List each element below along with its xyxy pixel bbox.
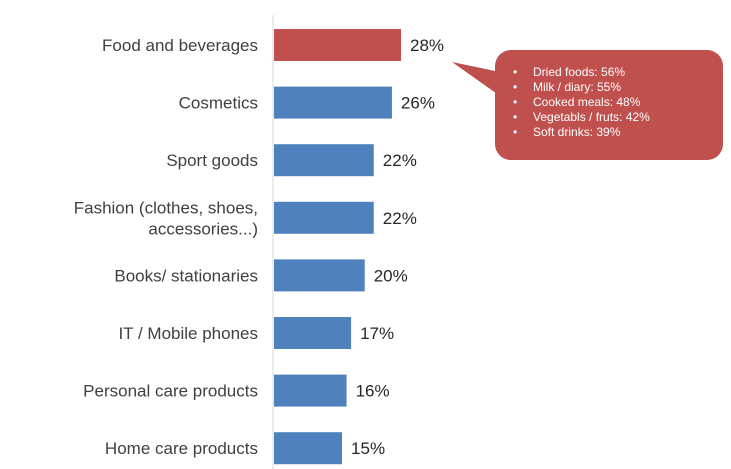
category-label-5: IT / Mobile phones bbox=[118, 324, 258, 343]
callout-item: Milk / diary: 55% bbox=[513, 80, 723, 95]
value-label-6: 16% bbox=[356, 382, 390, 401]
food-breakdown-callout: Dried foods: 56% Milk / diary: 55% Cooke… bbox=[495, 50, 723, 160]
category-label-2: Sport goods bbox=[166, 151, 258, 170]
value-label-3: 22% bbox=[383, 209, 417, 228]
value-label-7: 15% bbox=[351, 439, 385, 458]
category-label-4: Books/ stationaries bbox=[114, 266, 258, 285]
callout-item: Soft drinks: 39% bbox=[513, 125, 723, 140]
category-label-3: Fashion (clothes, shoes, accessories...) bbox=[74, 198, 258, 238]
bar-0 bbox=[274, 29, 401, 61]
bar-1 bbox=[274, 86, 392, 119]
category-label-1: Cosmetics bbox=[179, 94, 258, 113]
category-label-7: Home care products bbox=[105, 439, 258, 458]
value-label-2: 22% bbox=[383, 151, 417, 170]
bar-4 bbox=[274, 259, 365, 292]
callout-item: Cooked meals: 48% bbox=[513, 95, 723, 110]
value-label-5: 17% bbox=[360, 324, 394, 343]
value-label-0: 28% bbox=[410, 36, 444, 55]
value-label-1: 26% bbox=[401, 94, 435, 113]
value-label-4: 20% bbox=[374, 266, 408, 285]
bar-7 bbox=[274, 432, 343, 465]
callout-item: Dried foods: 56% bbox=[513, 65, 723, 80]
category-label-6: Personal care products bbox=[83, 382, 258, 401]
category-label-0: Food and beverages bbox=[102, 36, 258, 55]
callout-item: Vegetabls / fruts: 42% bbox=[513, 110, 723, 125]
bar-3 bbox=[274, 201, 374, 234]
bar-2 bbox=[274, 144, 374, 177]
bar-6 bbox=[274, 374, 347, 407]
bar-5 bbox=[274, 317, 352, 349]
